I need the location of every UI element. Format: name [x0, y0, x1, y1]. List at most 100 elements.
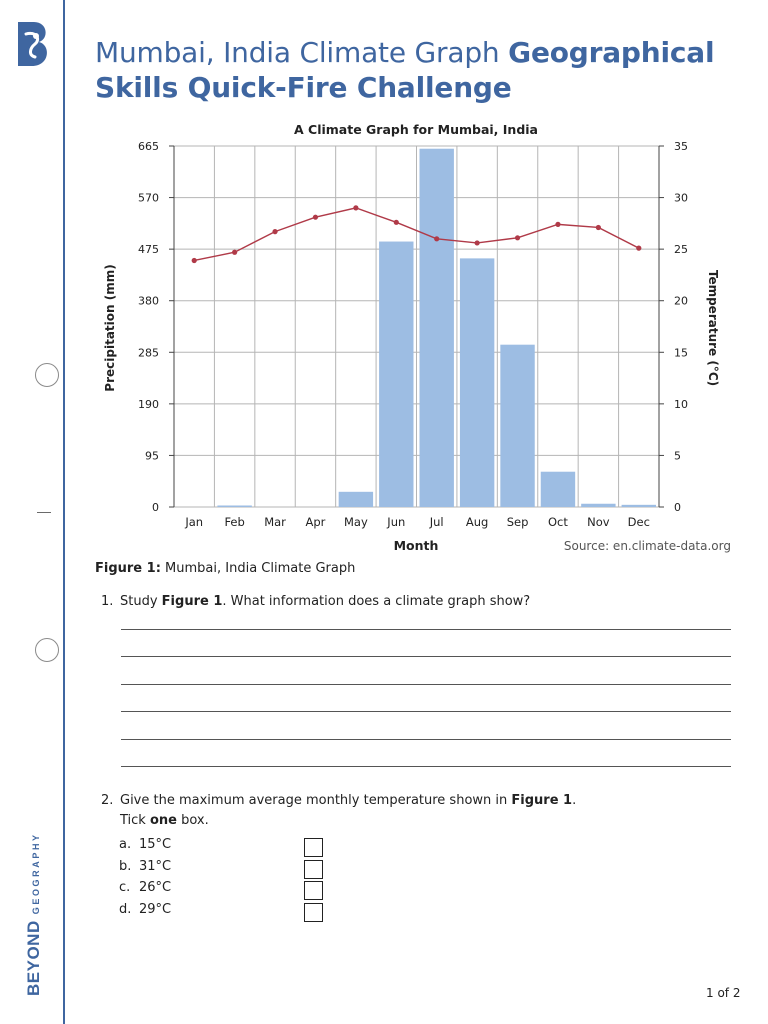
- q2-text-a: Give the maximum average monthly tempera…: [120, 793, 512, 808]
- temp-point-may: [353, 205, 359, 211]
- y-tick-label: 0: [152, 501, 159, 514]
- y2-tick-label: 10: [674, 398, 688, 411]
- figure-caption: Figure 1: Mumbai, India Climate Graph: [95, 561, 355, 576]
- page-title: Mumbai, India Climate Graph Geographical…: [95, 35, 745, 105]
- x-axis-label: Month: [394, 538, 439, 553]
- option-b-checkbox[interactable]: [304, 860, 323, 879]
- precip-bar-dec: [621, 504, 656, 507]
- option-c: c. 26°C: [119, 880, 171, 895]
- temp-point-nov: [595, 224, 601, 231]
- fold-mark: [37, 512, 51, 514]
- answer-line[interactable]: [121, 739, 731, 740]
- x-tick-label: Jul: [429, 515, 444, 529]
- temp-point-jan: [191, 257, 197, 264]
- temp-point-oct: [555, 221, 561, 227]
- chart-source: Source: en.climate-data.org: [564, 539, 731, 553]
- y-tick-label: 475: [138, 243, 159, 256]
- temp-point-sep: [514, 235, 521, 241]
- q1-text-c: . What information does a climate graph …: [222, 594, 531, 609]
- y2-tick-label: 35: [674, 140, 688, 153]
- q2-text-c: .: [572, 793, 577, 808]
- title-bold: Geographical Skills Quick-Fire Challenge: [95, 36, 715, 104]
- temp-point-mar: [272, 229, 278, 235]
- option-letter: d.: [119, 902, 132, 917]
- precip-bar-aug: [459, 258, 495, 507]
- q2-text-b: Figure 1: [511, 793, 573, 808]
- x-tick-label: Jan: [184, 515, 203, 529]
- x-tick-label: May: [344, 515, 368, 529]
- beyond-logo-icon: [18, 22, 47, 66]
- figure-caption-label: Figure 1:: [95, 561, 161, 576]
- option-letter: a.: [119, 837, 132, 852]
- answer-line[interactable]: [121, 629, 731, 630]
- temperature-series-line: [194, 207, 640, 262]
- side-brand: BEYOND GEOGRAPHY: [24, 832, 44, 996]
- option-a: a. 15°C: [119, 837, 171, 852]
- option-a-checkbox[interactable]: [304, 838, 323, 857]
- title-plain: Mumbai, India Climate Graph: [95, 36, 509, 69]
- q1-text-b: Figure 1: [161, 594, 223, 609]
- temp-point-jul: [434, 236, 440, 242]
- option-letter: c.: [119, 880, 131, 895]
- y-tick-label: 95: [145, 449, 159, 462]
- y-tick-label: 285: [138, 346, 159, 359]
- precip-bar-feb: [217, 505, 252, 507]
- q2-text-d: Tick: [120, 813, 150, 828]
- climate-chart: A Climate Graph for Mumbai, India 0 95 190…: [103, 122, 731, 553]
- precip-bar-jul: [419, 148, 454, 507]
- option-b: b. 31°C: [119, 859, 171, 874]
- chart-grid: [173, 145, 660, 508]
- question-2: 2. Give the maximum average monthly tempe…: [101, 791, 576, 831]
- y-tick-label: 570: [138, 192, 159, 205]
- option-text: 15°C: [139, 837, 172, 852]
- punch-hole: [35, 363, 59, 387]
- question-number: 2.: [101, 793, 114, 808]
- margin-line: [63, 0, 65, 1024]
- y2-tick-label: 15: [674, 346, 688, 359]
- q2-text-e: one: [149, 813, 177, 828]
- option-text: 26°C: [139, 880, 172, 895]
- temp-point-apr: [312, 214, 319, 220]
- option-d-checkbox[interactable]: [304, 903, 323, 922]
- chart-axes: 0 95 190 285 380 475 570 665 0 5 10 15 20 25 30 35 Jan Fe…: [138, 140, 688, 529]
- x-tick-label: Mar: [264, 515, 286, 529]
- precip-bar-may: [338, 491, 374, 507]
- x-tick-label: Feb: [224, 515, 244, 529]
- q2-text-f: box.: [176, 813, 209, 828]
- brand-main: BEYOND: [24, 920, 43, 996]
- x-tick-label: Nov: [587, 515, 610, 529]
- x-tick-label: Apr: [306, 515, 326, 529]
- option-d: d. 29°C: [119, 902, 171, 917]
- precip-bar-sep: [500, 344, 535, 507]
- answer-line[interactable]: [121, 684, 731, 685]
- y2-axis-label: Temperature (°C): [706, 270, 720, 386]
- temperature-line: [191, 205, 642, 264]
- y2-tick-label: 0: [674, 501, 681, 514]
- precipitation-bars: [217, 148, 656, 507]
- answer-line[interactable]: [121, 711, 731, 712]
- x-tick-label: Sep: [507, 515, 529, 529]
- punch-hole: [35, 638, 59, 662]
- answer-line[interactable]: [121, 656, 731, 657]
- temp-point-dec: [636, 245, 642, 251]
- y2-tick-label: 5: [674, 449, 681, 462]
- brand-sub: GEOGRAPHY: [31, 832, 41, 915]
- question-number: 1.: [101, 594, 114, 609]
- question-1: 1. Study Figure 1. What information does …: [101, 592, 530, 612]
- temp-point-feb: [232, 249, 238, 255]
- y-tick-label: 190: [138, 398, 159, 411]
- option-text: 31°C: [139, 859, 172, 874]
- answer-line[interactable]: [121, 766, 731, 767]
- q1-text-a: Study: [120, 594, 162, 609]
- precip-bar-jun: [379, 241, 414, 507]
- figure-caption-text: Mumbai, India Climate Graph: [160, 561, 356, 576]
- precip-bar-oct: [540, 471, 576, 507]
- x-tick-label: Oct: [548, 515, 568, 529]
- page-number: 1 of 2: [706, 986, 741, 1000]
- option-c-checkbox[interactable]: [304, 881, 323, 900]
- y-tick-label: 380: [138, 295, 159, 308]
- x-tick-label: Jun: [386, 515, 405, 529]
- x-tick-label: Aug: [466, 515, 488, 529]
- temp-point-aug: [474, 240, 480, 246]
- option-text: 29°C: [139, 902, 172, 917]
